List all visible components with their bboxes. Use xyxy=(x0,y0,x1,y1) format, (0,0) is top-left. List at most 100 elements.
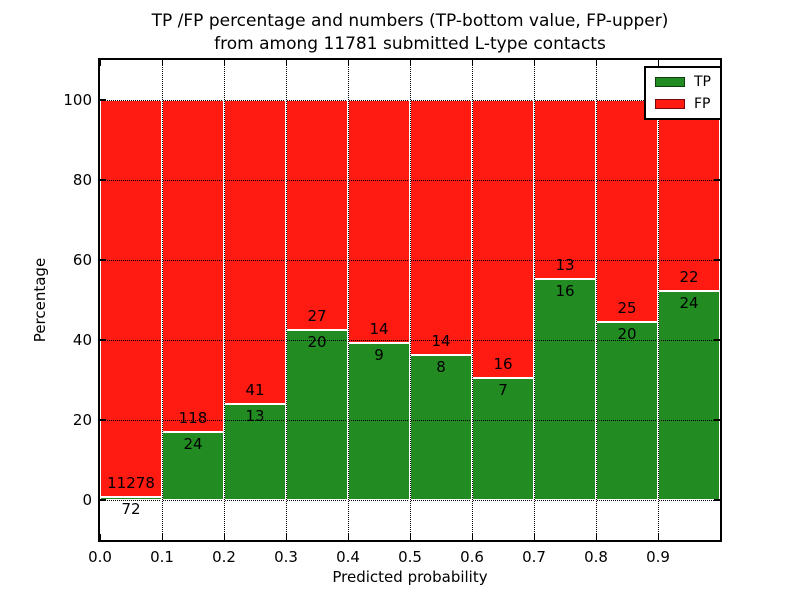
bar-count-fp: 41 xyxy=(245,380,265,399)
legend-swatch-fp-icon xyxy=(655,99,685,109)
bar-count-fp: 14 xyxy=(431,331,451,350)
bar-fp-segment xyxy=(534,100,596,280)
x-axis-label: Predicted probability xyxy=(332,568,488,586)
x-tickmark-bottom xyxy=(657,534,659,540)
x-gridline xyxy=(410,60,411,540)
bar-count-tp: 20 xyxy=(307,332,327,351)
bar-fp-segment xyxy=(286,100,348,330)
plot-area: 11278 72 118 24 41 13 27 20 14 9 14 8 16 7 13 16 25 20 22 2… xyxy=(98,58,722,542)
x-tickmark-top xyxy=(223,60,225,66)
bar-count-fp: 14 xyxy=(369,320,389,339)
y-tickmark-left xyxy=(100,259,106,261)
x-tickmark-top xyxy=(347,60,349,66)
legend-swatch-tp-icon xyxy=(655,77,685,87)
y-tick-label: 20 xyxy=(72,411,92,429)
x-tickmark-top xyxy=(99,60,101,66)
y-tickmark-right xyxy=(714,259,720,261)
bar-count-fp: 11278 xyxy=(107,474,155,493)
legend-entry-fp: FP xyxy=(655,96,711,112)
x-tick-label: 0.6 xyxy=(460,548,484,566)
x-tickmark-bottom xyxy=(161,534,163,540)
bar-count-tp: 7 xyxy=(498,381,508,400)
legend: TP FP xyxy=(644,66,722,120)
x-tick-label: 0.7 xyxy=(522,548,546,566)
bar-fp-segment xyxy=(410,100,472,355)
bar-count-tp: 20 xyxy=(617,325,637,344)
y-tickmark-left xyxy=(100,99,106,101)
x-tickmark-bottom xyxy=(347,534,349,540)
bar-count-fp: 25 xyxy=(617,299,637,318)
y-tickmark-right xyxy=(714,419,720,421)
x-gridline xyxy=(534,60,535,540)
x-tickmark-bottom xyxy=(409,534,411,540)
y-tickmark-right xyxy=(714,499,720,501)
chart-title: TP /FP percentage and numbers (TP-bottom… xyxy=(152,10,669,56)
x-tickmark-bottom xyxy=(533,534,535,540)
bar-count-fp: 16 xyxy=(493,355,513,374)
bar-count-fp: 22 xyxy=(679,268,699,287)
x-tick-label: 0.3 xyxy=(274,548,298,566)
bar-count-fp: 118 xyxy=(178,409,208,428)
bar-count-tp: 72 xyxy=(121,500,141,519)
bar-fp-segment xyxy=(348,100,410,344)
chart-title-line1: TP /FP percentage and numbers (TP-bottom… xyxy=(151,11,669,31)
bar-count-tp: 24 xyxy=(183,435,203,454)
x-tick-label: 0.4 xyxy=(336,548,360,566)
x-gridline xyxy=(162,60,163,540)
x-tickmark-bottom xyxy=(595,534,597,540)
bar-fp-segment xyxy=(162,100,224,433)
bar-count-tp: 13 xyxy=(245,406,265,425)
bar-tp-segment xyxy=(410,354,472,500)
bar-tp-segment xyxy=(348,343,410,500)
legend-label-tp: TP xyxy=(694,74,711,90)
chart-title-line2: from among 11781 submitted L-type contac… xyxy=(214,34,606,54)
bar-fp-segment xyxy=(224,100,286,404)
x-tickmark-top xyxy=(409,60,411,66)
x-gridline xyxy=(658,60,659,540)
bar-count-tp: 16 xyxy=(555,282,575,301)
x-gridline xyxy=(596,60,597,540)
x-gridline xyxy=(348,60,349,540)
y-tick-label: 100 xyxy=(63,91,92,109)
y-tickmark-left xyxy=(100,419,106,421)
bar-fp-segment xyxy=(658,100,720,292)
x-tick-label: 0.2 xyxy=(212,548,236,566)
y-tick-label: 40 xyxy=(72,331,92,349)
legend-entry-tp: TP xyxy=(655,74,711,90)
y-tickmark-right xyxy=(714,179,720,181)
y-tickmark-left xyxy=(100,179,106,181)
x-tick-label: 0.1 xyxy=(150,548,174,566)
x-tickmark-top xyxy=(657,60,659,66)
bar-fp-segment xyxy=(100,100,162,498)
y-tickmark-left xyxy=(100,339,106,341)
bar-count-tp: 9 xyxy=(374,346,384,365)
x-tickmark-bottom xyxy=(99,534,101,540)
x-tickmark-bottom xyxy=(471,534,473,540)
bar-fp-segment xyxy=(596,100,658,323)
x-tickmark-top xyxy=(471,60,473,66)
bar-count-tp: 24 xyxy=(679,294,699,313)
bar-tp-segment xyxy=(596,322,658,500)
x-tickmark-top xyxy=(533,60,535,66)
bar-fp-segment xyxy=(472,100,534,379)
legend-label-fp: FP xyxy=(694,96,711,112)
bar-tp-segment xyxy=(658,291,720,500)
x-tick-label: 0.8 xyxy=(584,548,608,566)
x-gridline xyxy=(472,60,473,540)
x-gridline xyxy=(224,60,225,540)
bar-tp-segment xyxy=(534,279,596,500)
bar-count-fp: 27 xyxy=(307,306,327,325)
y-tick-label: 80 xyxy=(72,171,92,189)
x-tickmark-top xyxy=(161,60,163,66)
x-tick-label: 0.9 xyxy=(646,548,670,566)
x-tick-label: 0.5 xyxy=(398,548,422,566)
y-tick-label: 60 xyxy=(72,251,92,269)
x-tick-label: 0.0 xyxy=(88,548,112,566)
bar-tp-segment xyxy=(286,329,348,500)
x-tickmark-top xyxy=(595,60,597,66)
y-tickmark-left xyxy=(100,499,106,501)
x-gridline xyxy=(286,60,287,540)
y-tickmark-right xyxy=(714,339,720,341)
x-tickmark-bottom xyxy=(285,534,287,540)
